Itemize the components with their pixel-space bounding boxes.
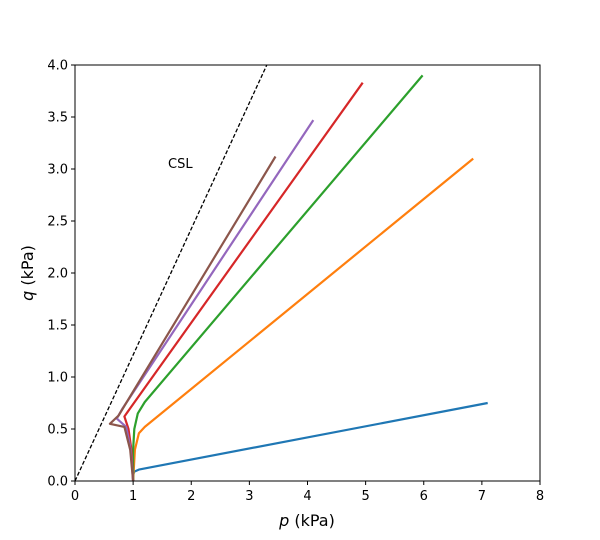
x-tick-label: 3 bbox=[245, 489, 253, 504]
annotation-csl: CSL bbox=[168, 157, 193, 172]
y-tick-label: 3.5 bbox=[47, 111, 68, 126]
x-tick-label: 2 bbox=[187, 489, 195, 504]
series-line-2 bbox=[132, 157, 474, 481]
x-tick-label: 1 bbox=[129, 489, 137, 504]
y-tick-label: 2.0 bbox=[47, 267, 68, 282]
y-tick-label: 3.0 bbox=[47, 163, 68, 178]
y-tick-label: 2.5 bbox=[47, 215, 68, 230]
y-tick-label: 0.0 bbox=[47, 475, 68, 490]
y-tick-label: 1.5 bbox=[47, 319, 68, 334]
x-tick-label: 6 bbox=[420, 489, 428, 504]
x-tick-label: 0 bbox=[71, 489, 79, 504]
y-axis-ticks: 0.0 0.5 1.0 1.5 2.0 2.5 3.0 3.5 4.0 bbox=[47, 59, 75, 490]
x-axis-ticks: 0 1 2 3 4 5 6 7 8 bbox=[71, 481, 544, 504]
annotation-layer: CSL bbox=[168, 157, 193, 172]
y-tick-label: 1.0 bbox=[47, 371, 68, 386]
x-axis-label-unit: (kPa) bbox=[289, 511, 335, 530]
series-line-3 bbox=[132, 74, 424, 481]
y-axis-label-var: q bbox=[18, 291, 37, 301]
x-axis-label-var: p bbox=[278, 511, 289, 530]
y-axis-label: q (kPa) bbox=[18, 245, 37, 301]
y-tick-label: 0.5 bbox=[47, 423, 68, 438]
series-layer bbox=[75, 65, 488, 481]
reference-line-csl bbox=[75, 65, 268, 481]
x-tick-label: 8 bbox=[536, 489, 544, 504]
x-axis-label: p (kPa) bbox=[278, 511, 335, 530]
series-line-6 bbox=[108, 155, 277, 481]
x-tick-label: 5 bbox=[361, 489, 369, 504]
y-axis-label-unit: (kPa) bbox=[18, 245, 37, 291]
y-tick-label: 4.0 bbox=[47, 59, 68, 74]
x-tick-label: 4 bbox=[303, 489, 311, 504]
x-tick-label: 7 bbox=[478, 489, 486, 504]
